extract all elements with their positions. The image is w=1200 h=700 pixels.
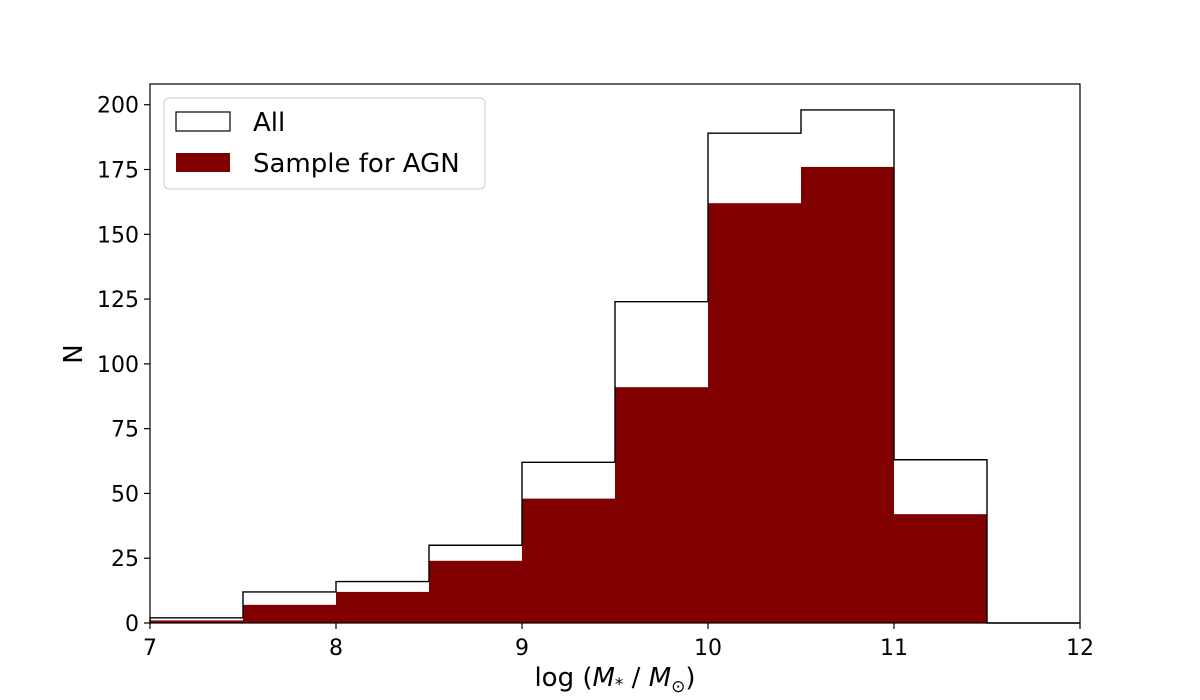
x-tick-label: 9: [515, 636, 529, 661]
agn-bar: [708, 203, 801, 624]
agn-bar: [615, 387, 708, 623]
y-tick-label: 25: [111, 547, 139, 572]
legend: All Sample for AGN: [163, 97, 486, 190]
agn-bar: [429, 560, 522, 623]
legend-swatch-agn: [176, 153, 230, 172]
agn-bar: [522, 498, 615, 623]
x-tick-label: 11: [880, 636, 908, 661]
y-tick-label: 75: [111, 418, 139, 443]
x-axis-label: log (M* / M⊙): [534, 663, 695, 697]
legend-label-all: All: [253, 108, 285, 138]
y-tick-label: 200: [97, 94, 139, 119]
agn-sample-bars: [150, 166, 987, 624]
x-tick-label: 8: [329, 636, 343, 661]
x-tick-label: 10: [694, 636, 722, 661]
axis-ticks: 7 8 9 10 11 12 0 25 50 75 100 125 150 175 200: [97, 94, 1094, 661]
x-tick-label: 7: [143, 636, 157, 661]
x-tick-label: 12: [1066, 636, 1094, 661]
agn-bar: [336, 591, 429, 623]
all-outline-group: [149, 109, 1080, 624]
y-tick-label: 100: [97, 353, 139, 378]
legend-swatch-all: [175, 111, 231, 132]
agn-bar: [150, 620, 243, 623]
y-axis-label: N: [59, 344, 89, 363]
legend-box: [163, 97, 486, 190]
y-tick-label: 125: [97, 288, 139, 313]
agn-bar: [243, 604, 336, 623]
y-tick-label: 150: [97, 223, 139, 248]
y-tick-label: 50: [111, 482, 139, 507]
agn-bar: [894, 514, 987, 623]
legend-label-agn: Sample for AGN: [253, 149, 460, 179]
agn-bar: [801, 166, 894, 623]
y-tick-label: 175: [97, 159, 139, 184]
y-tick-label: 0: [125, 612, 139, 637]
all-series-outline: [149, 109, 1080, 624]
plot-frame: [149, 83, 1081, 624]
